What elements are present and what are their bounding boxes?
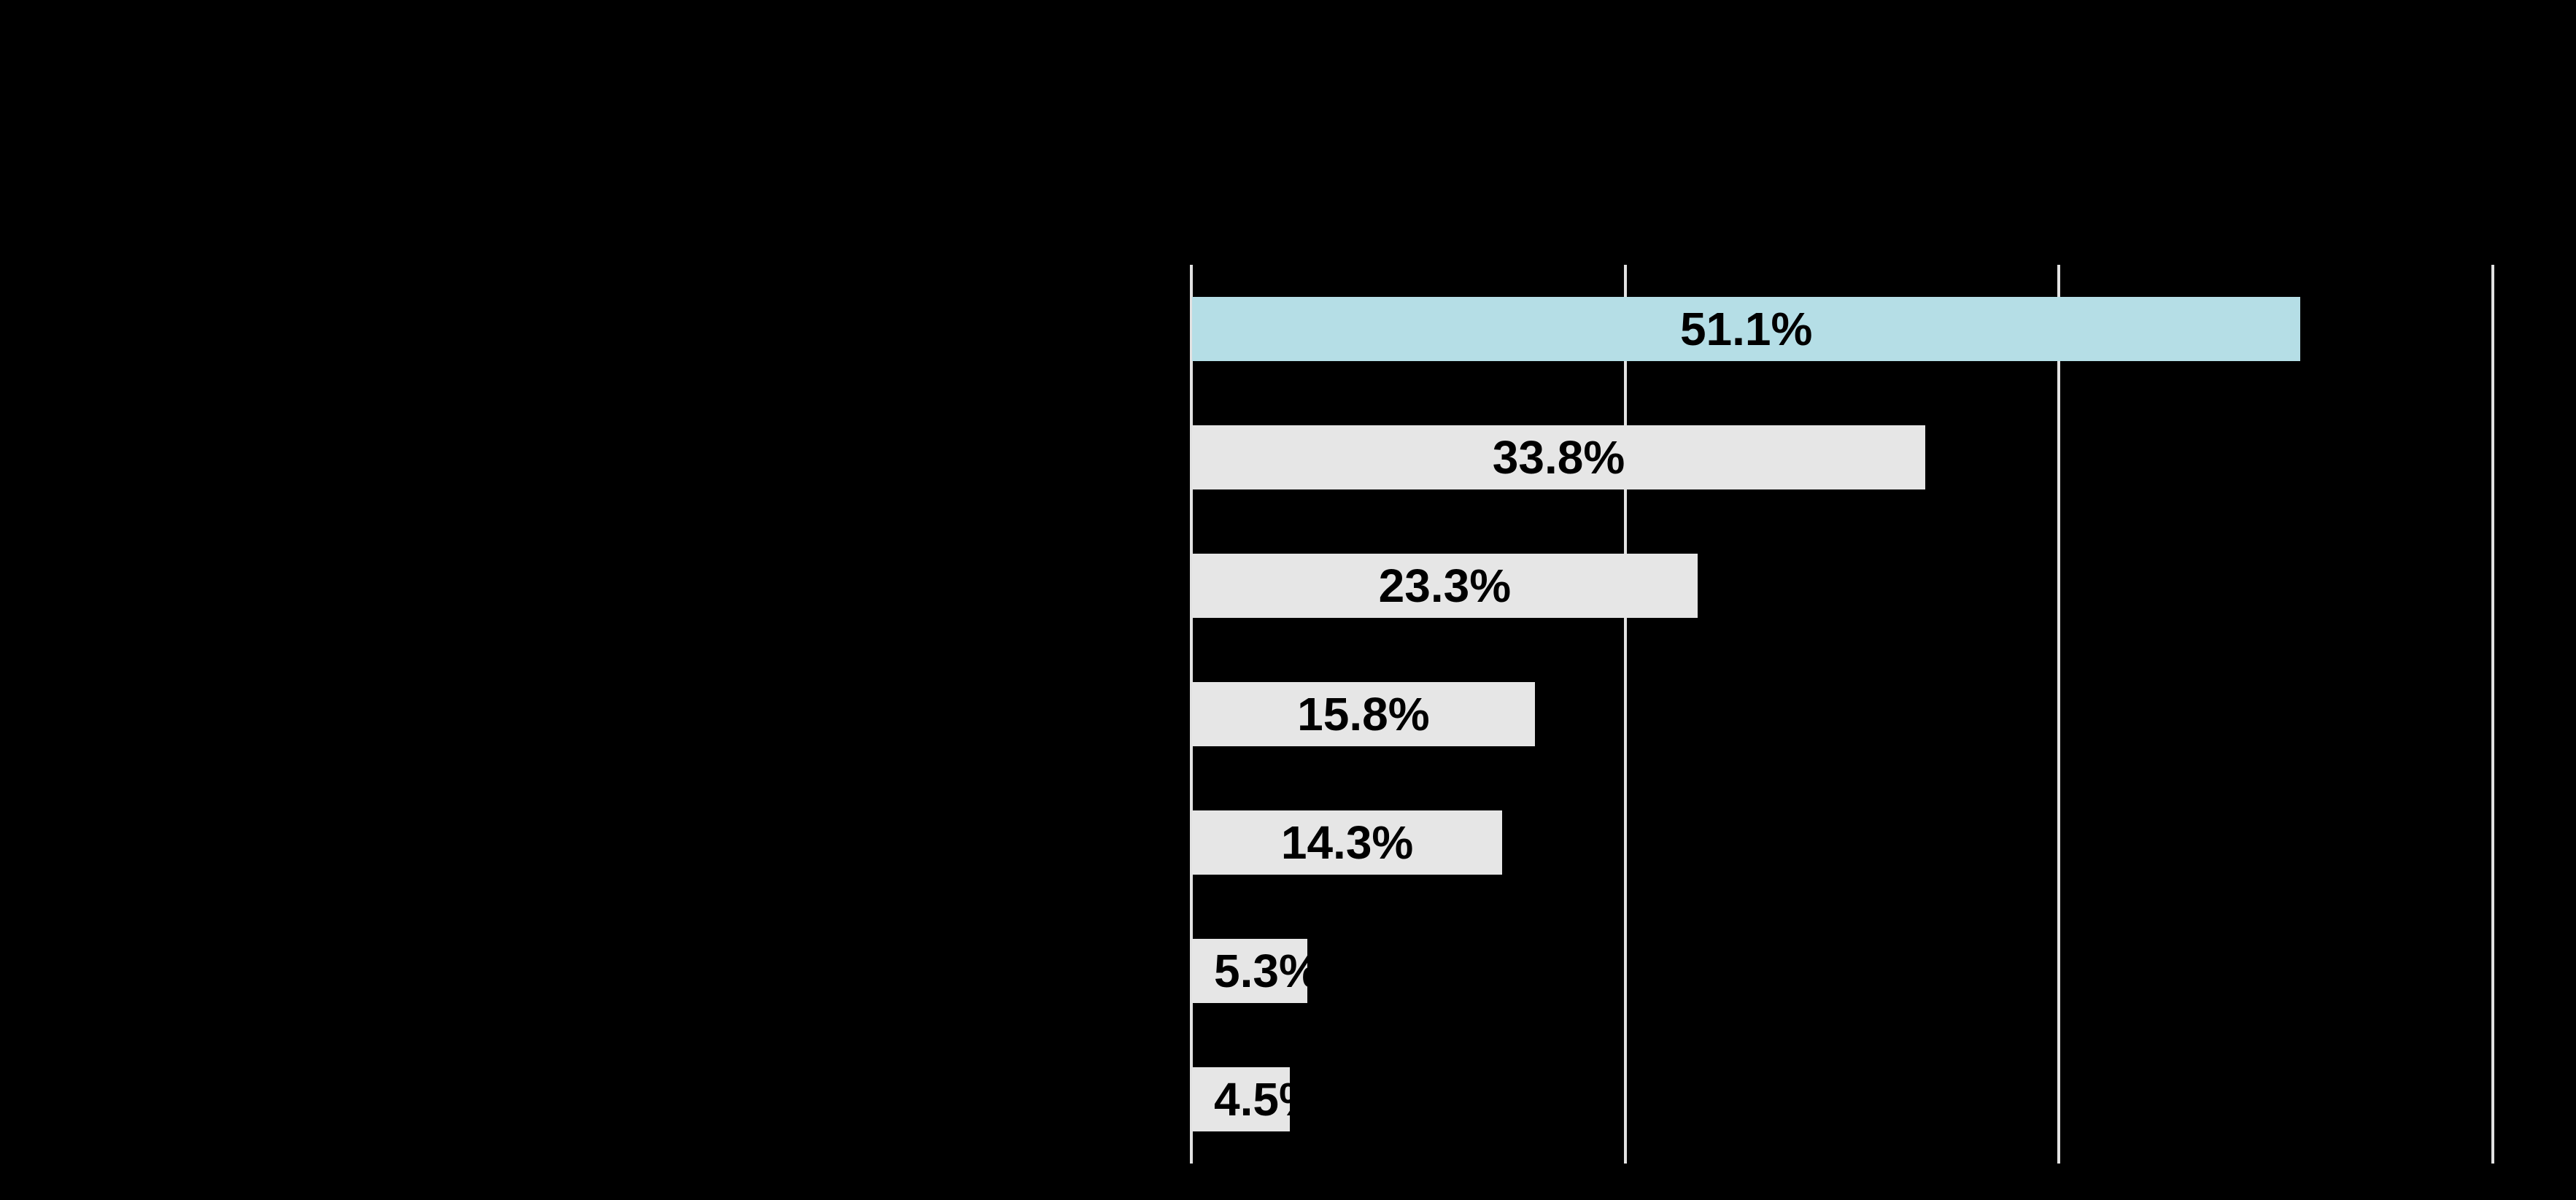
bar-highlighted: 51.1%: [1192, 297, 2301, 361]
gridline: [2491, 265, 2494, 1164]
bar-value-label: 4.5%: [1214, 1073, 1320, 1126]
gridline: [2057, 265, 2061, 1164]
bar: 15.8%: [1192, 682, 1535, 746]
bar-value-label: 33.8%: [1492, 431, 1625, 484]
bar: 5.3%: [1192, 939, 1320, 1003]
plot-area: 51.1% 33.8% 23.3% 15.8% 14.3% 5.3% 4.5%: [1190, 265, 2494, 1164]
bar-value-label: 15.8%: [1297, 688, 1430, 740]
gridline: [1623, 265, 1627, 1164]
bar-value-label: 51.1%: [1679, 303, 1813, 355]
bar: 4.5%: [1192, 1067, 1320, 1131]
bar: 23.3%: [1192, 554, 1698, 618]
bar: 33.8%: [1192, 425, 1925, 489]
bar-value-label: 5.3%: [1214, 945, 1320, 997]
bar-value-label: 23.3%: [1378, 560, 1512, 612]
gridline: [1190, 265, 1193, 1164]
bar-value-label: 14.3%: [1280, 816, 1414, 869]
bar: 14.3%: [1192, 810, 1503, 875]
